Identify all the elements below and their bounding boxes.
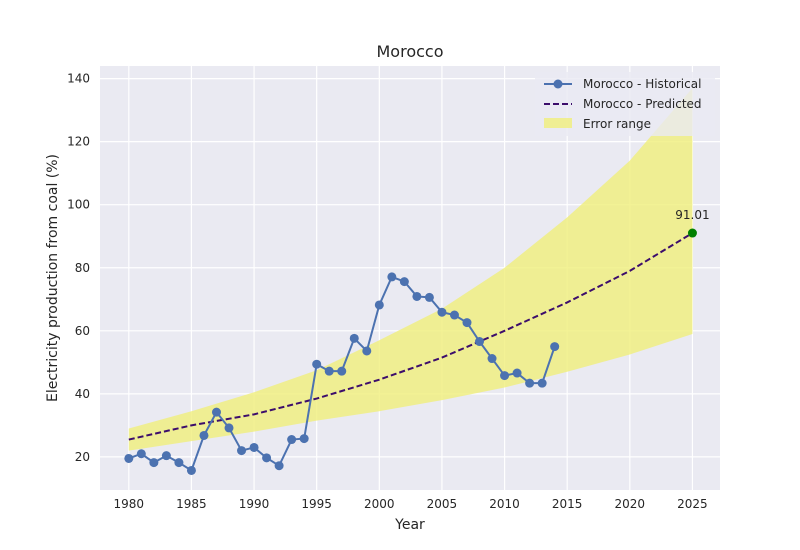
y-tick-label: 60 bbox=[75, 324, 90, 338]
historical-point bbox=[287, 435, 297, 445]
x-tick-label: 2000 bbox=[364, 497, 395, 511]
annotation-label: 91.01 bbox=[675, 208, 709, 222]
predicted-endpoint-marker bbox=[687, 228, 697, 238]
x-tick-label: 1980 bbox=[114, 497, 145, 511]
historical-point bbox=[262, 453, 272, 463]
historical-point bbox=[299, 434, 309, 444]
historical-point bbox=[512, 368, 522, 378]
tick-labels: 1980 1985 1990 1995 2000 2005 2010 2015 2020 2025… bbox=[67, 72, 708, 511]
y-axis-label: Electricity production from coal (%) bbox=[45, 154, 61, 402]
series-layer bbox=[124, 232, 693, 475]
x-tick-label: 2020 bbox=[615, 497, 646, 511]
chart-title: Morocco bbox=[377, 42, 444, 61]
historical-point bbox=[161, 451, 171, 461]
x-tick-label: 2015 bbox=[552, 497, 583, 511]
historical-point bbox=[249, 442, 259, 452]
x-tick-label: 2005 bbox=[427, 497, 458, 511]
historical-point bbox=[349, 333, 359, 343]
historical-point bbox=[462, 318, 472, 328]
x-tick-label: 1985 bbox=[176, 497, 207, 511]
legend-label-predicted: Morocco - Predicted bbox=[583, 97, 702, 111]
historical-point bbox=[449, 310, 459, 320]
legend: Morocco - Historical Morocco - Predicted… bbox=[535, 72, 715, 136]
historical-point bbox=[399, 277, 409, 287]
historical-point bbox=[274, 461, 284, 471]
y-tick-label: 120 bbox=[67, 135, 90, 149]
legend-historical-marker bbox=[553, 79, 563, 89]
historical-point bbox=[199, 430, 209, 440]
y-tick-label: 80 bbox=[75, 261, 90, 275]
historical-point bbox=[387, 272, 397, 282]
x-tick-label: 1990 bbox=[239, 497, 270, 511]
historical-point bbox=[136, 449, 146, 459]
y-tick-label: 40 bbox=[75, 387, 90, 401]
error-range-band bbox=[128, 88, 693, 451]
historical-point bbox=[149, 458, 159, 468]
y-tick-label: 100 bbox=[67, 198, 90, 212]
historical-point bbox=[337, 366, 347, 376]
legend-error-swatch bbox=[544, 118, 572, 128]
historical-point bbox=[500, 371, 510, 381]
legend-label-error-range: Error range bbox=[583, 117, 651, 131]
historical-point bbox=[537, 378, 547, 388]
historical-point bbox=[424, 292, 434, 302]
predicted-line bbox=[128, 232, 693, 441]
x-tick-label: 2025 bbox=[677, 497, 708, 511]
historical-point bbox=[437, 307, 447, 317]
historical-point bbox=[525, 378, 535, 388]
historical-point bbox=[237, 446, 247, 456]
historical-point bbox=[174, 458, 184, 468]
historical-point bbox=[224, 423, 234, 433]
y-tick-label: 20 bbox=[75, 450, 90, 464]
error-band-layer bbox=[128, 88, 693, 451]
historical-point bbox=[312, 359, 322, 369]
x-tick-label: 1995 bbox=[301, 497, 332, 511]
historical-point bbox=[186, 465, 196, 475]
historical-point bbox=[211, 407, 221, 417]
historical-point bbox=[124, 453, 134, 463]
annotation-layer: 91.01 bbox=[675, 208, 710, 238]
historical-point bbox=[412, 291, 422, 301]
historical-point bbox=[550, 342, 560, 352]
y-tick-label: 140 bbox=[67, 72, 90, 86]
x-axis-label: Year bbox=[394, 517, 425, 533]
historical-point bbox=[374, 300, 384, 310]
historical-point bbox=[487, 354, 497, 364]
x-tick-label: 2010 bbox=[489, 497, 520, 511]
historical-point bbox=[324, 366, 334, 376]
historical-point bbox=[362, 346, 372, 356]
legend-label-historical: Morocco - Historical bbox=[583, 77, 701, 91]
historical-point bbox=[475, 337, 485, 347]
